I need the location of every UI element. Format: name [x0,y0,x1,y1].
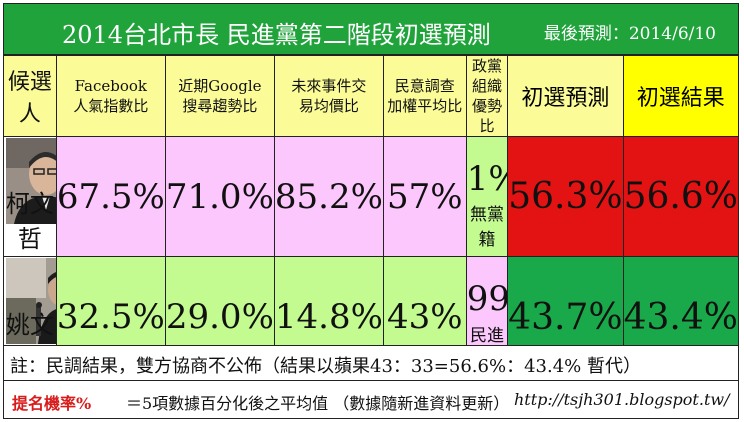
header-poll-line1: 民意調查 [394,77,455,95]
google-value: 71.0% [164,136,275,257]
party-value: 99% [466,279,507,319]
header-futures: 未來事件交 易均價比 [273,55,384,137]
header-poll-line2: 加權平均比 [387,97,463,115]
facebook-value: 67.5% [55,136,166,257]
header-party: 政黨組織 優勢比 [465,55,509,137]
header-result: 初選結果 [622,55,740,137]
candidate-row: 柯文哲 67.5% 71.0% 85.2% 57% 1% 無黨籍 56.3% 5… [3,136,740,257]
note-row: 註：民調結果，雙方協商不公佈（結果以蘋果43：33=56.6%：43.4% 暫代… [3,345,739,381]
prediction-panel: 2014台北市長 民進黨第二階段初選預測 最後預測：2014/6/10 候選人 … [3,3,740,419]
header-facebook-line2: 人氣指數比 [73,97,149,115]
header-party-line1: 政黨組織 [471,57,502,95]
candidate-photo [6,258,56,344]
footer-text: ＝5項數據百分化後之平均值 （數據隨新進資料更新） [126,394,510,413]
candidate-cell: 柯文哲 [3,136,57,257]
note-text: 註：民調結果，雙方協商不公佈（結果以蘋果43：33=56.6%：43.4% 暫代… [10,356,641,377]
header-party-line2: 優勢比 [471,97,502,135]
candidate-photo [6,138,56,224]
header-google: 近期Google 搜尋趨勢比 [164,55,275,137]
title-bar: 2014台北市長 民進黨第二階段初選預測 最後預測：2014/6/10 [3,3,739,55]
party-cell: 1% 無黨籍 [465,136,509,257]
blog-url-link[interactable]: http://tsjh301.blogspot.tw/ [514,390,730,409]
header-google-line1: 近期Google [178,77,262,95]
footer-row: 提名機率% ＝5項數據百分化後之平均值 （數據隨新進資料更新） http://t… [3,381,739,419]
header-futures-line1: 未來事件交 [291,77,367,95]
page-title: 2014台北市長 民進黨第二階段初選預測 [62,21,491,49]
futures-value: 85.2% [273,136,384,257]
result-value: 56.6% [622,136,740,257]
party-value: 1% [466,159,507,199]
party-affiliation: 無黨籍 [469,205,504,250]
prediction-table: 候選人 Facebook 人氣指數比 近期Google 搜尋趨勢比 未來事件交 … [3,55,740,378]
candidate-name: 柯文哲 [5,190,54,253]
header-google-line2: 搜尋趨勢比 [182,97,258,115]
header-facebook-line1: Facebook [74,77,148,95]
header-prediction: 初選預測 [507,55,624,137]
header-row: 候選人 Facebook 人氣指數比 近期Google 搜尋趨勢比 未來事件交 … [3,55,740,137]
latest-prediction-date: 最後預測：2014/6/10 [543,24,716,44]
header-candidate: 候選人 [3,55,57,137]
header-poll: 民意調查 加權平均比 [382,55,467,137]
footer-label: 提名機率% [12,394,92,413]
prediction-value: 56.3% [507,136,624,257]
header-facebook: Facebook 人氣指數比 [55,55,166,137]
poll-value: 57% [382,136,467,257]
header-futures-line2: 易均價比 [298,97,359,115]
